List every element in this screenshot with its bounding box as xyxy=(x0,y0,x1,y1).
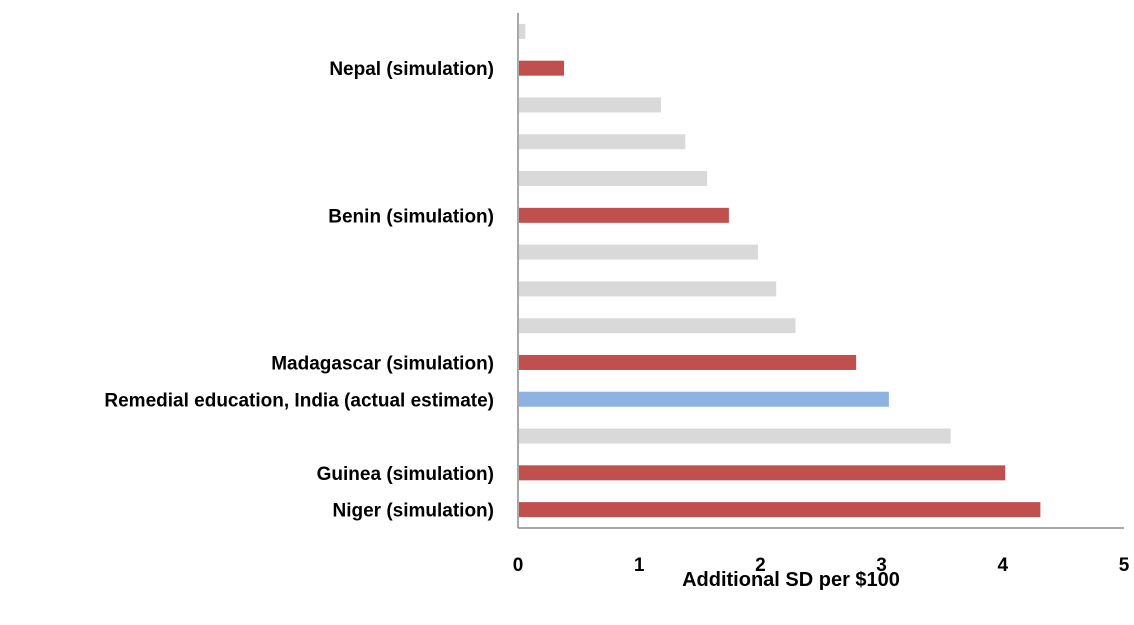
bars-layer xyxy=(519,23,1041,518)
category-label: Guinea (simulation) xyxy=(317,464,494,485)
bar xyxy=(519,428,951,444)
bar xyxy=(519,207,729,223)
x-tick-label: 5 xyxy=(1119,555,1130,576)
x-axis-title: Additional SD per $100 xyxy=(682,569,900,591)
bar xyxy=(519,354,857,370)
bar xyxy=(519,23,526,39)
bar xyxy=(519,318,796,334)
category-label: Remedial education, India (actual estima… xyxy=(104,390,494,411)
axes-layer: 0 1 2 3 4 5 xyxy=(513,13,1130,576)
bar xyxy=(519,244,758,260)
x-tick-label: 4 xyxy=(998,555,1009,576)
bar xyxy=(519,60,565,76)
category-labels-layer: Niger (simulation) Guinea (simulation) Rem… xyxy=(104,59,494,521)
x-tick-label: 0 xyxy=(513,555,524,576)
bar xyxy=(519,391,889,407)
category-label: Madagascar (simulation) xyxy=(271,353,494,374)
bar xyxy=(519,465,1006,481)
bar xyxy=(519,281,777,297)
x-tick-label: 2 xyxy=(755,555,766,576)
bar xyxy=(519,134,686,150)
x-tick-label: 1 xyxy=(634,555,645,576)
bar xyxy=(519,97,662,113)
x-tick-label: 3 xyxy=(876,555,887,576)
bar xyxy=(519,171,708,187)
category-label: Nepal (simulation) xyxy=(329,59,494,80)
bar xyxy=(519,502,1041,518)
category-label: Niger (simulation) xyxy=(332,501,494,522)
category-label: Benin (simulation) xyxy=(328,206,494,227)
